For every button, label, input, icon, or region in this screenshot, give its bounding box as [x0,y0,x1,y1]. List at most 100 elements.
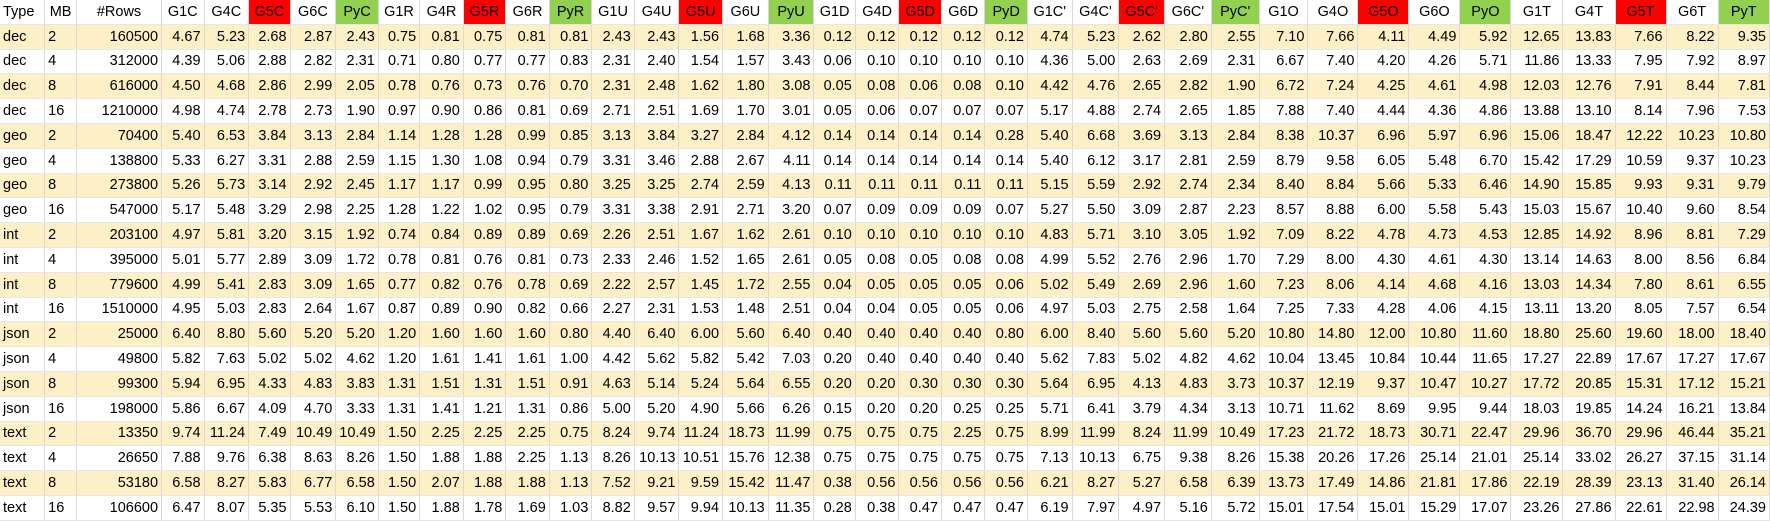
table-cell: 1.30 [419,148,464,174]
table-cell: 4.25 [1357,73,1410,100]
table-cell: 1.21 [463,396,507,422]
table-cell: 8.69 [1357,396,1410,422]
table-cell: 4.70 [290,396,337,422]
table-row: int 2 203100 4.97 5.81 3.20 3.15 1.92 0.74 0.84 0.… [0,222,1770,248]
table-cell: 2.43 [591,24,635,50]
table-cell: 0.75 [549,421,593,447]
column-header: PyU [768,0,815,25]
table-cell: 4.68 [1408,272,1461,298]
table-cell: 7.49 [248,421,291,447]
table-cell: 0.77 [378,272,421,298]
table-cell: 2.68 [248,24,291,50]
table-cell: 0.20 [813,346,856,372]
table-cell: 7.91 [1615,73,1667,100]
table-cell: 5.03 [1072,297,1120,323]
table-cell: 23.26 [1510,495,1564,521]
table-cell: 2.82 [1164,73,1212,100]
table-cell: 0.14 [941,148,986,174]
table-cell: 6.95 [204,371,250,397]
table-cell: 13.73 [1259,470,1309,496]
table-cell: 4.95 [161,297,205,323]
table-cell: 7.63 [204,346,250,372]
table-cell: 10.13 [634,445,680,472]
table-cell: 0.15 [813,396,856,422]
table-cell: 547000 [76,197,163,224]
table-cell: 16.21 [1666,396,1719,422]
table-cell: 6.58 [161,470,205,496]
table-cell: 2.83 [248,272,291,298]
table-cell: 4.97 [1118,495,1166,521]
table-cell: 1.41 [463,346,507,372]
table-cell: 19.60 [1615,321,1667,348]
table-cell: 7.88 [1259,98,1309,124]
table-cell: 0.14 [898,123,942,149]
column-header: G1R [378,0,421,25]
table-cell: 3.13 [290,123,337,149]
table-cell: 9.79 [1718,173,1770,199]
table-cell: 5.20 [290,321,337,348]
table-cell: 13.45 [1307,346,1359,372]
table-cell: 17.49 [1307,470,1359,496]
table-cell: 18.80 [1510,321,1564,348]
table-cell: 8.22 [1307,222,1359,248]
table-cell: 6.77 [290,470,337,496]
table-cell: 0.82 [505,297,550,323]
table-cell: 5.20 [335,321,379,348]
table-cell: 3.29 [248,197,291,224]
column-header: G4T [1562,0,1616,25]
table-cell: 2.84 [1211,123,1260,149]
table-cell: 4.44 [1357,98,1410,124]
table-cell: 1.56 [678,24,724,50]
table-cell: 0.81 [549,24,593,50]
table-cell: 0.89 [419,297,464,323]
table-cell: 1.80 [722,73,769,100]
table-cell: 2.48 [634,73,680,100]
table-cell: 2.25 [941,421,986,447]
table-cell: 2.80 [1164,24,1212,50]
table-cell: 6.53 [204,123,250,149]
table-cell: 15.42 [722,470,769,496]
table-cell: 5.71 [1459,49,1512,75]
table-row: int 16 1510000 4.95 5.03 2.83 2.64 1.67 0.87 0.89… [0,297,1770,323]
table-cell: 138800 [76,148,163,174]
table-cell: 0.05 [898,247,942,273]
table-cell: 2.98 [290,197,337,224]
table-cell: 5.43 [1459,197,1512,224]
table-row: json 2 25000 6.40 8.80 5.60 5.20 5.20 1.20 1.60 1.… [0,321,1770,348]
table-cell: 1.50 [378,470,421,496]
table-cell: 4.20 [1357,49,1410,75]
table-cell: 14.90 [1510,173,1564,199]
table-cell: 0.77 [505,49,550,75]
table-cell: 8.26 [335,445,379,472]
table-cell: 5.41 [204,272,250,298]
table-cell: 11.99 [768,421,815,447]
table-cell: 8.61 [1666,272,1719,298]
table-cell: 7.88 [161,445,205,472]
table-cell: 6.58 [1164,470,1212,496]
table-cell: 25.60 [1562,321,1616,348]
table-cell: 4.83 [290,371,337,397]
table-cell: 0.40 [898,346,942,372]
table-cell: 2.69 [1118,272,1166,298]
table-cell: 4.68 [204,73,250,100]
table-cell: 16 [44,297,77,323]
table-cell: 0.86 [463,98,507,124]
table-cell: 1.03 [549,495,593,521]
table-cell: 5.97 [1408,123,1461,149]
type-cell: json [0,321,46,348]
table-cell: 6.12 [1072,148,1120,174]
table-cell: 49800 [76,346,163,372]
table-cell: 312000 [76,49,163,75]
table-cell: 4.50 [161,73,205,100]
table-cell: 0.99 [463,173,507,199]
table-cell: 6.46 [1459,173,1512,199]
table-cell: 0.07 [813,197,856,224]
table-cell: 70400 [76,123,163,149]
table-cell: 5.15 [1027,173,1073,199]
table-cell: 10.23 [1666,123,1719,149]
table-cell: 0.10 [898,222,942,248]
column-header: G5U [678,0,724,25]
table-cell: 1.50 [378,495,421,521]
table-cell: 1.67 [335,297,379,323]
table-cell: 1.31 [378,396,421,422]
